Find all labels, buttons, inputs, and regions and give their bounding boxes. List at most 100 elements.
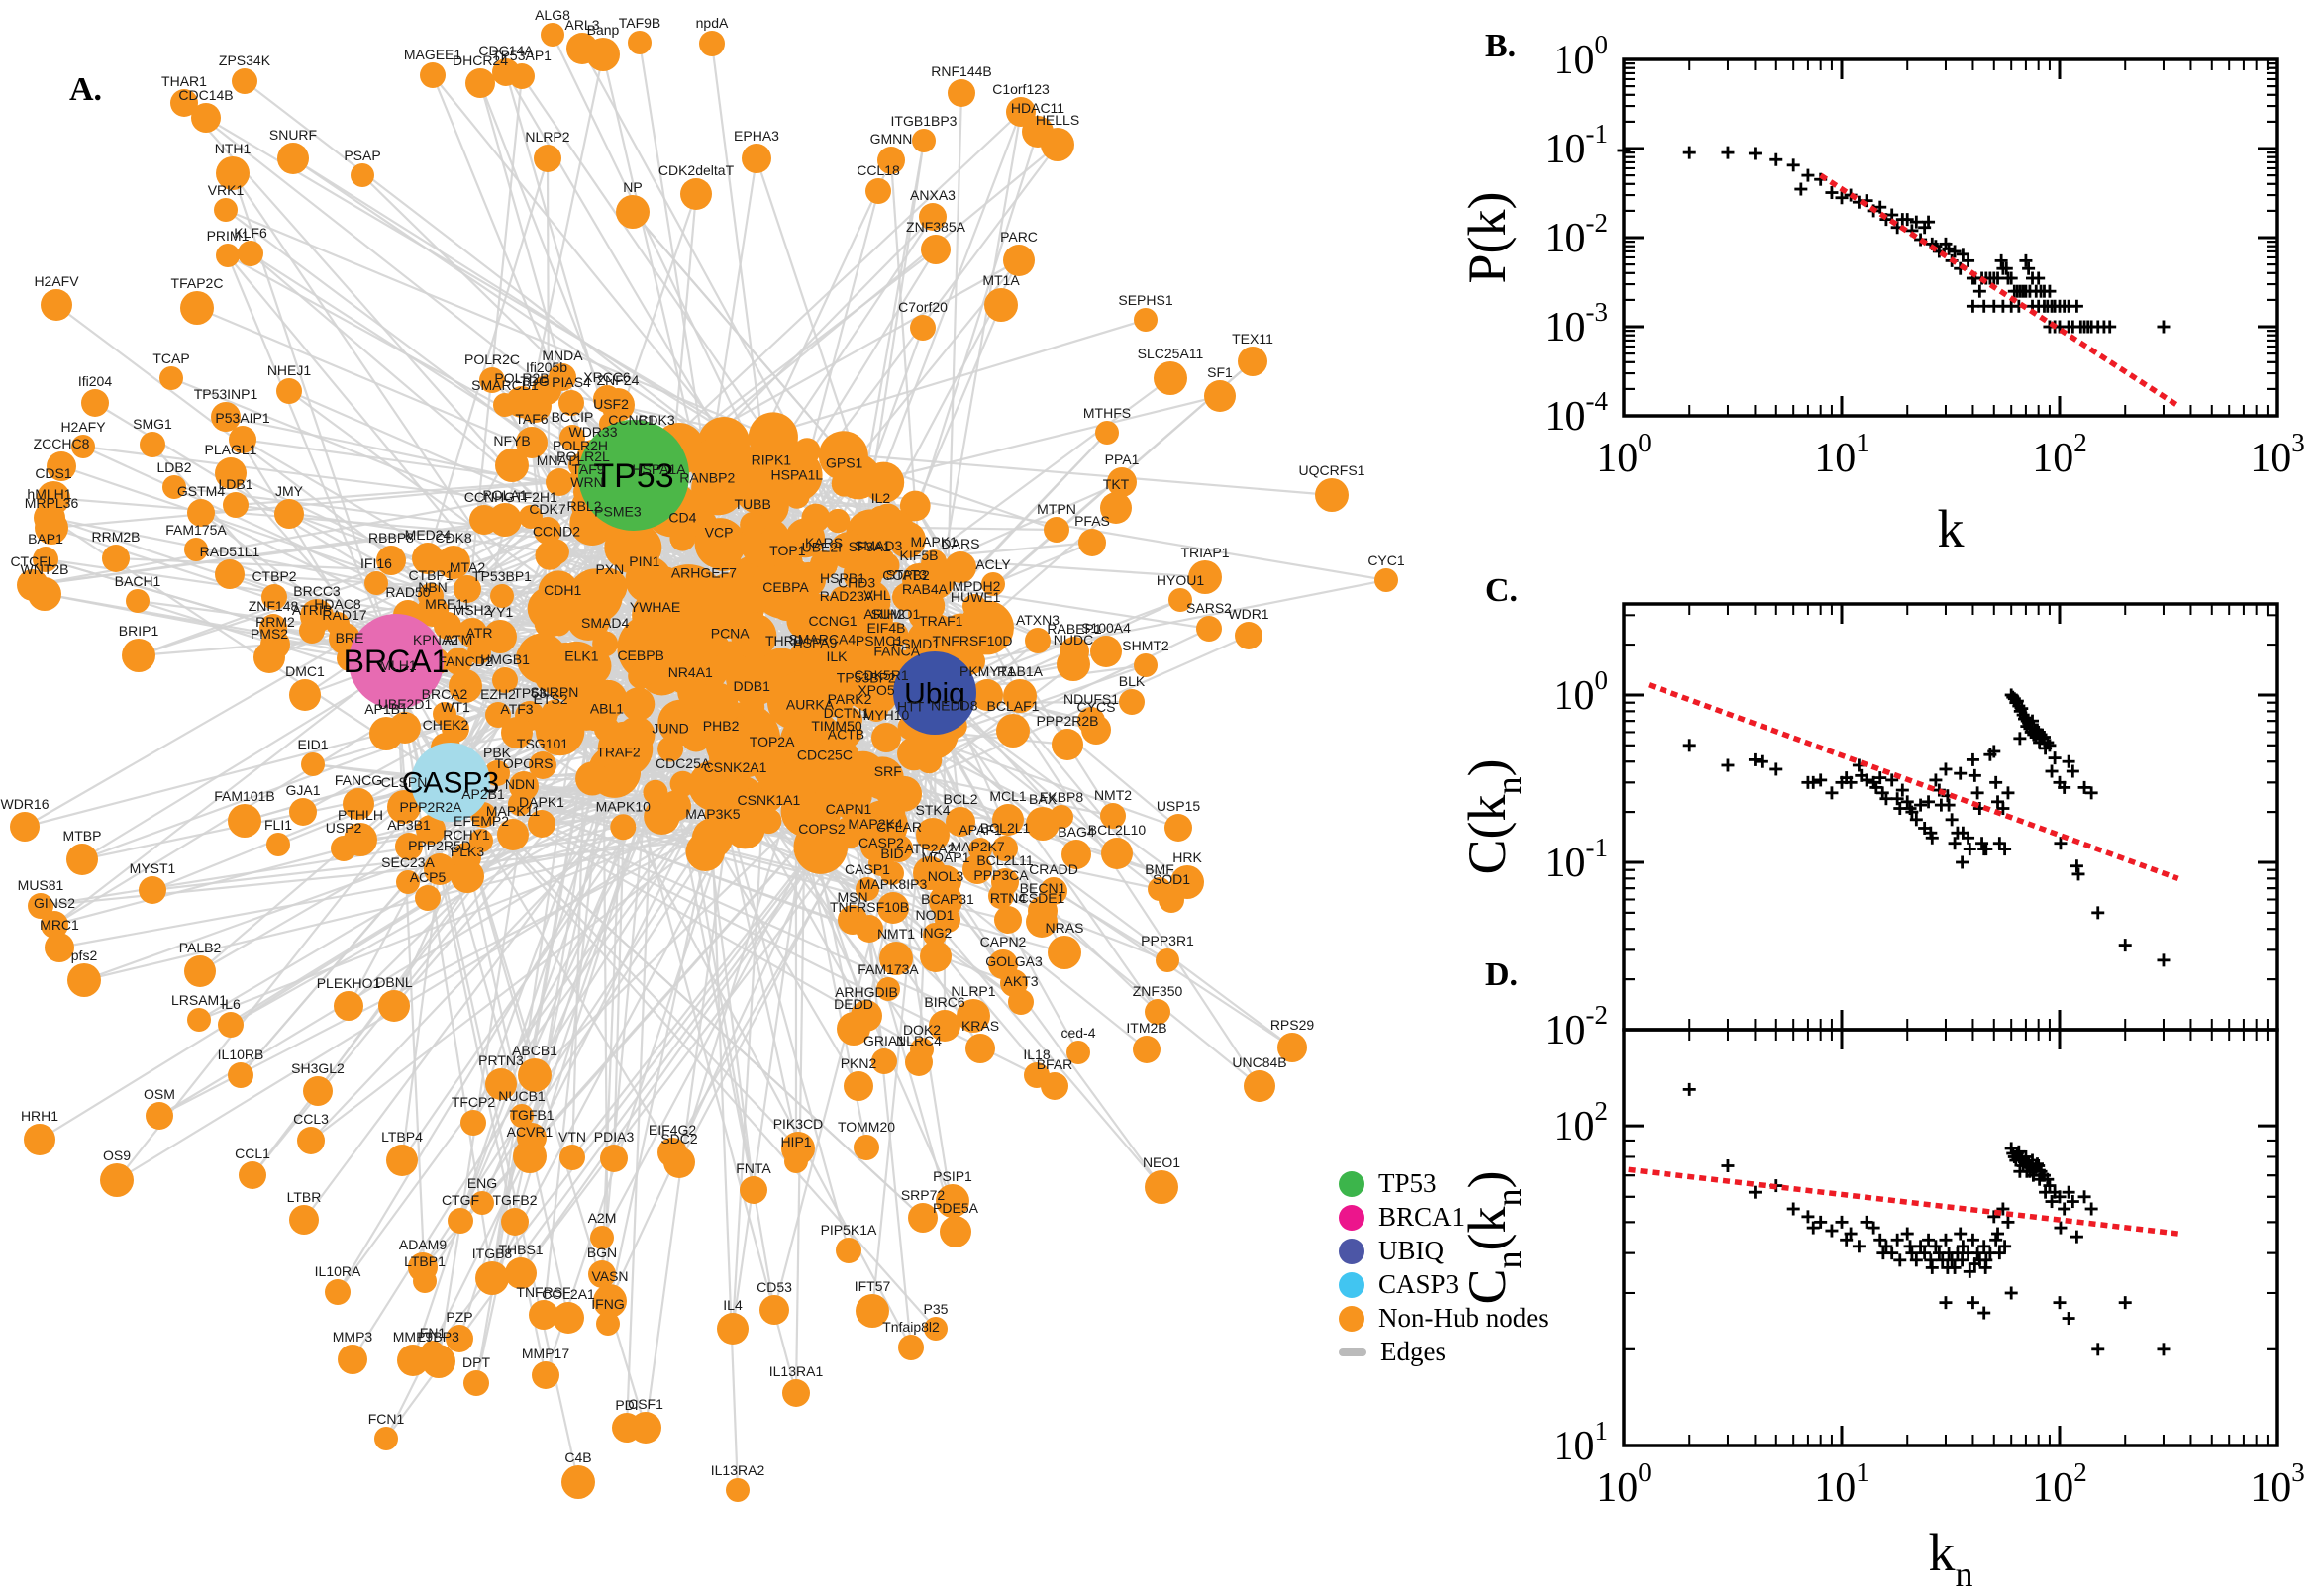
network-node	[479, 367, 505, 393]
network-node	[808, 837, 835, 863]
network-node	[592, 631, 619, 657]
node-label: FN1	[420, 1325, 447, 1341]
node-label: POLR2H	[553, 438, 608, 453]
node-label: MCL1	[989, 788, 1027, 804]
network-node	[451, 859, 484, 893]
network-node	[699, 821, 726, 848]
node-label: PKMYT1	[960, 663, 1015, 679]
network-node	[475, 1261, 509, 1295]
network-node	[1025, 628, 1051, 653]
network-node	[758, 748, 785, 775]
network-node	[811, 762, 838, 789]
node-label: ING2	[920, 925, 953, 941]
network-node	[274, 499, 304, 529]
node-label: LTBP1	[404, 1253, 446, 1269]
node-label: PPP2R2B	[1036, 713, 1098, 729]
network-node	[590, 1226, 614, 1249]
node-label: CDK5R1	[854, 667, 908, 683]
node-label: WDR1	[1228, 606, 1268, 622]
node-label: PIN1	[629, 553, 659, 569]
network-node	[680, 178, 712, 210]
node-label: COPS2	[798, 821, 846, 837]
node-label: PTHLH	[338, 807, 383, 823]
network-filler-node	[796, 812, 829, 845]
node-label: IL13RA1	[769, 1363, 824, 1379]
node-label: SF3A1	[849, 539, 891, 554]
node-label: NLRP1	[951, 983, 995, 999]
hubs-layer: TP53 BRCA1 Ubiq CASP3	[344, 420, 976, 822]
node-label: NR4A1	[668, 664, 713, 680]
node-label: ATXN3	[1016, 612, 1060, 628]
network-node	[756, 808, 782, 835]
node-label: UBE2I	[802, 540, 842, 555]
node-label: PALB2	[179, 940, 222, 955]
node-label: APAF1	[959, 822, 1002, 838]
network-node	[631, 569, 657, 596]
node-label: HIP1	[780, 1134, 811, 1149]
edge-swatch-icon	[1339, 1347, 1366, 1356]
node-label: KIF5B	[900, 548, 939, 563]
node-label: RNF144B	[931, 63, 991, 79]
node-label: FNTA	[736, 1160, 771, 1176]
network-node	[369, 717, 403, 750]
network-node	[898, 1335, 924, 1360]
network-node	[159, 366, 183, 390]
network-node	[376, 546, 406, 575]
node-label: PLEKHO1	[317, 975, 381, 991]
node-label: ELK1	[564, 648, 598, 664]
node-label: MYST1	[130, 860, 176, 876]
network-node	[854, 1135, 879, 1160]
network-node	[784, 1149, 808, 1173]
network-node	[454, 575, 481, 603]
network-node	[833, 817, 864, 848]
network-node	[1041, 128, 1074, 161]
node-label: ACP5	[410, 869, 447, 885]
y-axis-title: C(kn)	[1458, 759, 1529, 875]
node-label: HMGB1	[480, 651, 530, 667]
node-label: S100A4	[1081, 620, 1131, 636]
node-label: RIPK1	[752, 452, 792, 468]
panel-c-label: C.	[1485, 572, 1519, 609]
node-label: ITGB1BP3	[891, 113, 958, 129]
node-swatch-icon	[1339, 1305, 1364, 1332]
fit-line	[1648, 682, 2179, 881]
network-node	[28, 577, 61, 611]
node-label: NTH1	[215, 141, 252, 156]
node-label: MTBP	[63, 828, 102, 844]
network-node	[605, 759, 632, 786]
hub-label-ubiq: Ubiq	[904, 678, 965, 711]
network-node	[992, 836, 1018, 861]
node-label: TGFB2	[492, 1192, 537, 1208]
node-label: ARIH2	[863, 606, 904, 622]
network-node	[694, 485, 721, 512]
node-label: P35	[924, 1301, 949, 1317]
legend-item-brca1: BRCA1	[1339, 1202, 1549, 1232]
network-node	[493, 393, 517, 417]
node-label: ZNF385A	[906, 219, 966, 235]
node-label: MSH2	[454, 602, 492, 618]
node-label: ced-4	[1060, 1025, 1095, 1041]
network-node	[501, 717, 533, 748]
node-label: SRP72	[901, 1187, 946, 1203]
node-label: CEBPA	[762, 579, 809, 595]
node-label: IL2	[871, 490, 891, 506]
network-node	[331, 836, 356, 861]
network-filler-node	[725, 808, 765, 849]
network-node	[253, 642, 285, 673]
network-node	[669, 770, 696, 797]
network-node	[1003, 679, 1037, 713]
node-label: FLI1	[264, 817, 292, 833]
network-node	[215, 457, 247, 489]
node-label: ILK	[826, 648, 848, 664]
network-node	[412, 543, 444, 574]
network-filler-node	[818, 431, 868, 481]
network-node	[663, 1147, 695, 1178]
network-filler-node	[888, 521, 926, 558]
node-label: CDH1	[544, 582, 581, 598]
node-label: KLF6	[234, 225, 267, 241]
node-label: BGN	[587, 1245, 617, 1260]
legend-item-ubiq: UBIQ	[1339, 1236, 1549, 1265]
network-node	[1244, 1070, 1275, 1102]
network-node	[301, 752, 325, 776]
tick-label: 100	[1596, 1457, 1652, 1511]
